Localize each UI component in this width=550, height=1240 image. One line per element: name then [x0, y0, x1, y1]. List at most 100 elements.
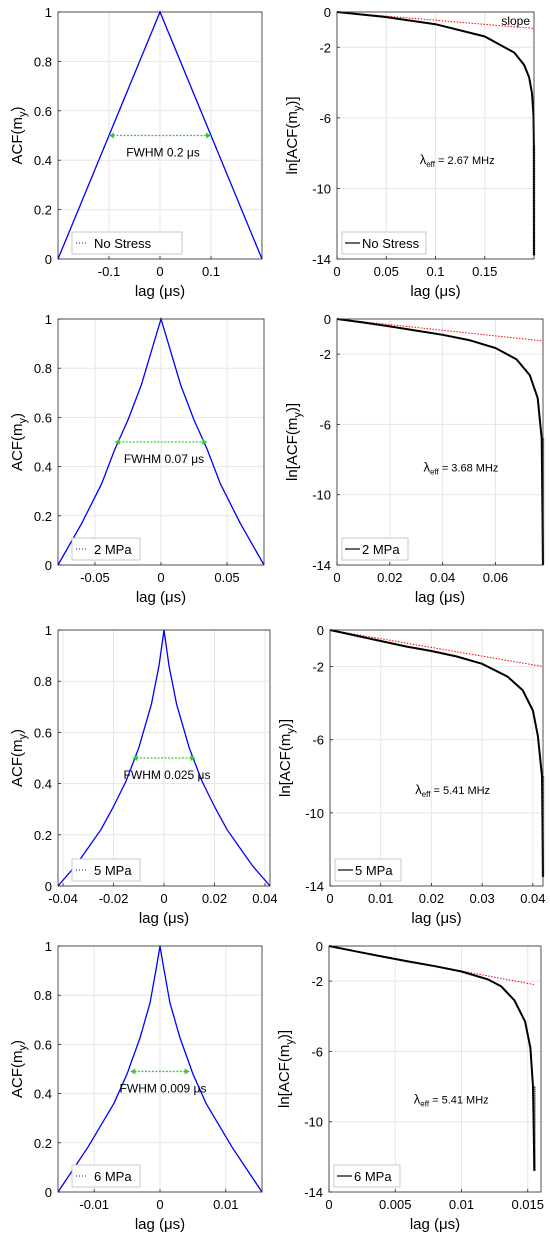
y-tick-label: -14: [312, 252, 331, 267]
y-axis-label: ln[ACF(my)]: [284, 403, 304, 481]
y-tick-label: -6: [319, 111, 331, 126]
y-tick-label: 1: [45, 5, 52, 20]
chart-panel-log-2: 0 0.01 0.02 0.03 0.04 0 -2 -6 -10 -14 lag (μs) ln[A…: [277, 623, 546, 927]
legend-box: [341, 537, 409, 561]
plot-area: [330, 630, 543, 886]
lambda-eff-label: λeff = 3.68 MHz: [424, 460, 499, 477]
fwhm-arrow-right: [184, 1068, 190, 1075]
series-line: [328, 945, 536, 1171]
fwhm-label: FWHM 0.025 μs: [124, 768, 211, 782]
y-tick-label: -10: [312, 488, 331, 503]
fwhm-arrow-left: [109, 132, 114, 139]
y-axis-label: ACF(my): [9, 729, 29, 787]
x-tick-label: 0.01: [368, 891, 393, 906]
y-tick-label: 0.8: [34, 988, 52, 1003]
legend-label: 5 MPa: [355, 863, 393, 878]
x-tick-label: 0.05: [374, 264, 399, 279]
y-tick-label: -6: [311, 1044, 323, 1059]
x-tick-label: 0.02: [377, 570, 402, 585]
y-tick-label: 0: [324, 5, 331, 20]
y-tick-label: -2: [319, 347, 331, 362]
y-tick-label: 0: [317, 623, 324, 638]
y-tick-label: 0: [45, 252, 52, 267]
lambda-eff-label: λeff = 2.67 MHz: [420, 152, 495, 169]
x-tick-label: 0.04: [430, 570, 455, 585]
y-tick-label: 1: [45, 939, 52, 954]
legend-box: [71, 231, 183, 255]
chart-panel-acf-1: -0.05 0 0.05 0 0.2 0.4 0.6 0.8 1 lag (μs) ACF(my) 2…: [9, 312, 265, 606]
chart-panel-log-1: 0 0.02 0.04 0.06 0 -2 -6 -10 -14 lag (μs) ln[ACF(m…: [284, 312, 545, 606]
x-axis-label: lag (μs): [415, 589, 465, 606]
x-axis-label: lag (μs): [410, 1216, 460, 1233]
legend-box: [71, 1164, 141, 1188]
chart-panel-acf-3: -0.01 0 0.01 0 0.2 0.4 0.6 0.8 1 lag (μs) ACF(my) 6…: [9, 939, 263, 1233]
x-tick-label: 0.03: [469, 891, 494, 906]
lambda-eff-label: λeff = 5.41 MHz: [415, 782, 490, 799]
x-tick-label: 0.02: [202, 891, 227, 906]
x-tick-label: 0.01: [213, 1197, 238, 1212]
y-tick-label: 0: [324, 312, 331, 327]
chart-panel-log-0: 0 0.05 0.1 0.15 0 -2 -6 -10 -14 lag (μs) ln[ACF(my…: [284, 5, 536, 300]
x-tick-label: -0.01: [79, 1197, 109, 1212]
y-tick-label: 1: [45, 312, 52, 327]
fwhm-arrow-left: [114, 439, 120, 445]
y-tick-label: 0.6: [34, 725, 52, 740]
fwhm-label: FWHM 0.2 μs: [126, 146, 200, 160]
y-tick-label: -2: [311, 974, 323, 989]
y-axis-label: ln[ACF(my)]: [284, 96, 304, 174]
x-tick-label: 0: [160, 891, 167, 906]
y-axis-label: ACF(my): [9, 107, 29, 165]
x-tick-label: 0.01: [449, 1197, 474, 1212]
y-tick-label: 0.2: [34, 828, 52, 843]
series-line: [329, 629, 544, 877]
y-tick-label: -2: [312, 660, 324, 675]
x-axis-label: lag (μs): [136, 589, 186, 606]
x-tick-label: 0: [156, 1197, 163, 1212]
y-axis-label: ln[ACF(my)]: [277, 719, 297, 797]
x-tick-label: 0.05: [214, 570, 239, 585]
x-tick-label: -0.04: [48, 891, 78, 906]
x-axis-label: lag (μs): [411, 910, 461, 927]
series-line: [336, 318, 544, 566]
plot-area: [337, 319, 543, 565]
y-tick-label: 0.2: [34, 1136, 52, 1151]
axes-box: [328, 945, 542, 1193]
y-tick-label: 0: [45, 1185, 52, 1200]
legend-box: [334, 858, 402, 882]
legend-label: No Stress: [94, 236, 152, 251]
axes-box: [336, 318, 544, 566]
fwhm-label: FWHM 0.07 μs: [124, 452, 204, 466]
y-tick-label: 0.6: [34, 410, 52, 425]
slope-label: slope: [501, 14, 530, 28]
y-tick-label: 0: [45, 879, 52, 894]
legend-label: 2 MPa: [362, 542, 400, 557]
fwhm-arrow-right: [190, 755, 196, 761]
legend-label: 6 MPa: [94, 1169, 132, 1184]
x-tick-label: 0: [326, 891, 333, 906]
legend-box: [71, 537, 141, 561]
x-tick-label: 0.04: [520, 891, 545, 906]
x-tick-label: 0: [157, 570, 164, 585]
y-tick-label: -10: [304, 1115, 323, 1130]
x-tick-label: 0.02: [419, 891, 444, 906]
y-tick-label: -14: [304, 1185, 323, 1200]
y-tick-label: 0.4: [34, 777, 52, 792]
y-tick-label: 0.8: [34, 674, 52, 689]
legend-label: 5 MPa: [94, 863, 132, 878]
slope-line: [329, 629, 544, 668]
x-tick-label: 0: [156, 264, 163, 279]
y-tick-label: -14: [312, 558, 331, 573]
x-tick-label: 0.1: [202, 264, 220, 279]
legend-label: 6 MPa: [354, 1169, 392, 1184]
y-tick-label: 0: [316, 939, 323, 954]
x-tick-label: -0.02: [99, 891, 129, 906]
fwhm-arrow-left: [130, 1068, 136, 1075]
legend-label: 2 MPa: [94, 542, 132, 557]
y-axis-label: ACF(my): [9, 1040, 29, 1098]
fwhm-arrow-right: [206, 132, 211, 139]
y-tick-label: 0.4: [34, 1087, 52, 1102]
x-tick-label: 0.1: [426, 264, 444, 279]
y-tick-label: -2: [319, 40, 331, 55]
y-axis-label: ACF(my): [9, 413, 29, 471]
